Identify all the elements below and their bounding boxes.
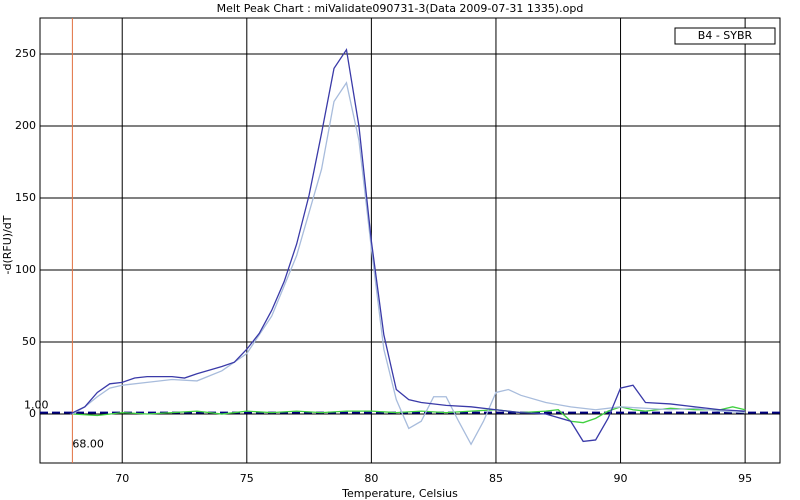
chart-title: Melt Peak Chart : miValidate090731-3(Dat… xyxy=(217,2,584,15)
x-tick-label: 85 xyxy=(489,472,503,485)
x-tick-label: 80 xyxy=(364,472,378,485)
y-tick-label: 200 xyxy=(15,119,36,132)
y-tick-label: 100 xyxy=(15,263,36,276)
data-line xyxy=(72,81,746,446)
x-tick-label: 90 xyxy=(614,472,628,485)
x-tick-label: 95 xyxy=(738,472,752,485)
threshold-label: 1.00 xyxy=(24,399,49,412)
legend-box xyxy=(674,27,776,45)
x-axis-label: Temperature, Celsius xyxy=(341,487,458,500)
y-tick-label: 0 xyxy=(29,407,36,420)
y-tick-label: 250 xyxy=(15,47,36,60)
cursor-label: 68.00 xyxy=(72,438,104,451)
y-axis-label: -d(RFU)/dT xyxy=(1,215,14,274)
x-tick-label: 70 xyxy=(115,472,129,485)
legend-label: B4 - SYBR xyxy=(698,29,753,42)
y-tick-label: 150 xyxy=(15,191,36,204)
data-line xyxy=(72,406,746,424)
data-line xyxy=(69,47,746,443)
x-tick-label: 75 xyxy=(240,472,254,485)
y-tick-label: 50 xyxy=(22,335,36,348)
plot-area xyxy=(39,17,781,464)
